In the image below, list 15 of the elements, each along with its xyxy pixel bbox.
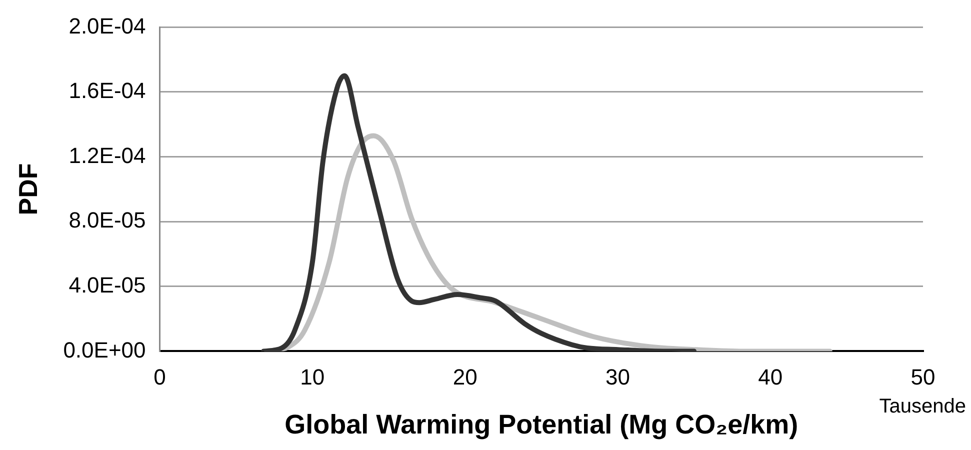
x-tick-label: 20 bbox=[452, 364, 478, 390]
y-tick-label: 1.2E-04 bbox=[68, 142, 146, 168]
x-tick-label: 50 bbox=[910, 364, 936, 390]
y-tick-label: 1.6E-04 bbox=[68, 78, 146, 104]
y-axis-title: PDF bbox=[12, 163, 43, 216]
y-tick-label: 0.0E+00 bbox=[63, 337, 146, 362]
x-tick-label: 30 bbox=[605, 364, 630, 390]
text: Tausende bbox=[879, 396, 966, 418]
x-axis-title: Global Warming Potential (Mg CO₂e/km) bbox=[284, 409, 798, 440]
x-tick-label: 0 bbox=[154, 364, 166, 390]
x-tick-label: 40 bbox=[758, 364, 783, 390]
x-tick-label: 10 bbox=[300, 364, 325, 390]
y-tick-label: 8.0E-05 bbox=[68, 208, 146, 233]
y-tick-label: 2.0E-04 bbox=[68, 13, 146, 38]
y-tick-label: 4.0E-05 bbox=[68, 272, 146, 298]
